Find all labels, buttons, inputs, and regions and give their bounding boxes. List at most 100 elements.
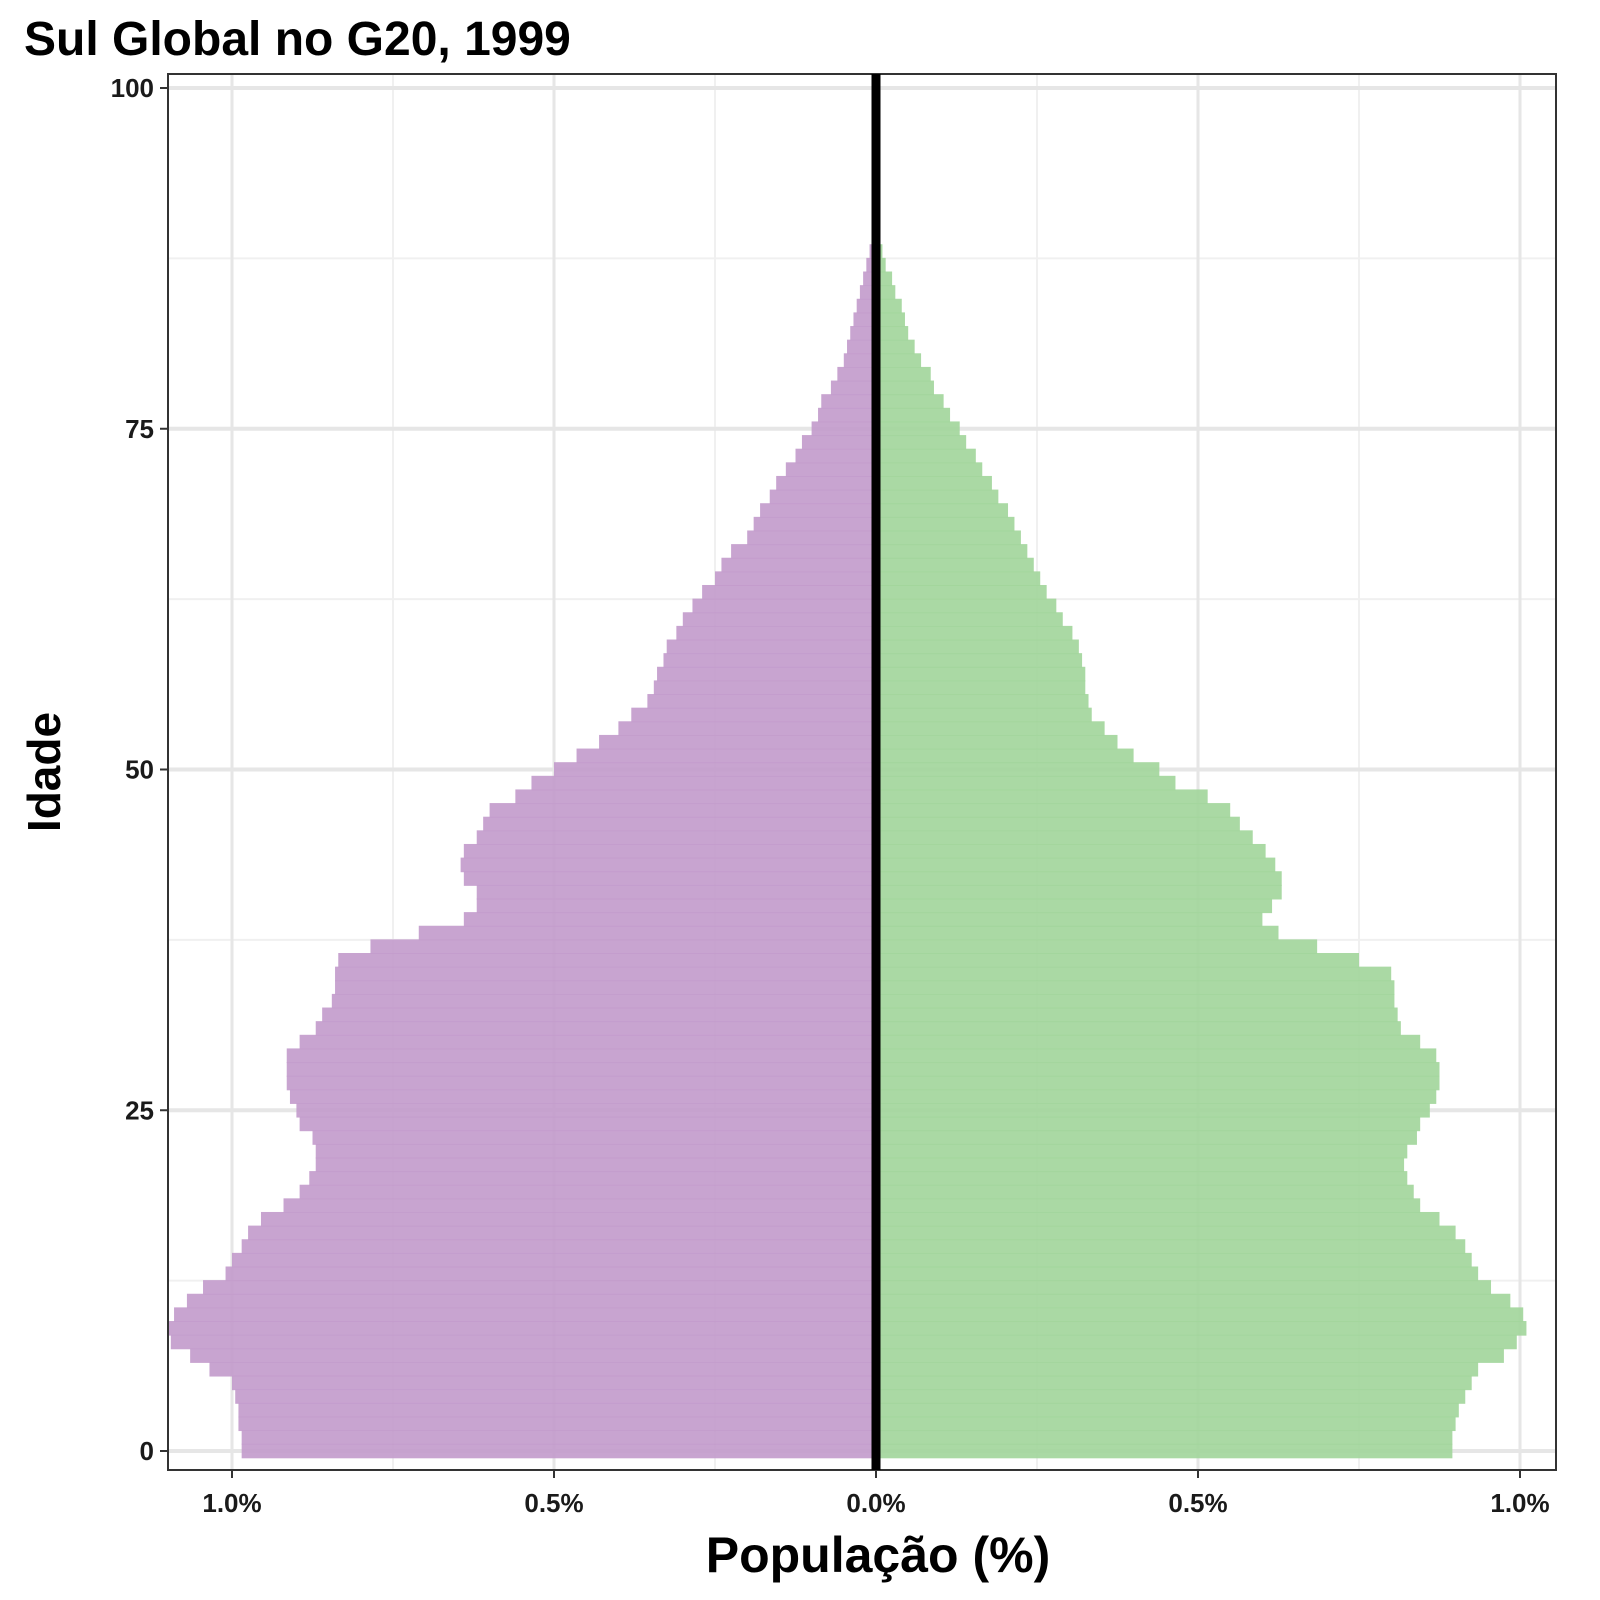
- x-axis-title: População (%): [706, 1527, 1050, 1583]
- y-tick-label: 25: [125, 1095, 154, 1125]
- bar-right-age-43: [876, 857, 1276, 873]
- bar-right-age-29: [876, 1048, 1437, 1064]
- y-tick-label: 0: [140, 1436, 154, 1466]
- bar-right-age-68: [876, 516, 1015, 532]
- bar-left-age-3: [238, 1402, 876, 1418]
- bar-left-age-0: [241, 1443, 876, 1459]
- bar-right-age-36: [876, 953, 1359, 968]
- bar-right-age-5: [876, 1375, 1472, 1391]
- bar-right-age-24: [876, 1116, 1421, 1132]
- bar-right-age-79: [876, 366, 931, 382]
- bar-right-age-17: [876, 1211, 1440, 1227]
- bar-right-age-14: [876, 1252, 1472, 1268]
- bar-right-age-48: [876, 789, 1208, 805]
- bar-left-age-50: [554, 762, 876, 777]
- bar-left-age-27: [286, 1075, 876, 1091]
- bar-right-age-73: [876, 448, 976, 464]
- bar-left-age-82: [850, 326, 876, 341]
- bar-left-age-61: [682, 612, 876, 627]
- x-axis: 1.0% 0.5% 0.0% 0.5% 1.0%: [202, 1470, 1550, 1518]
- bar-right-age-0: [876, 1443, 1453, 1459]
- plot-border: [167, 73, 1557, 1471]
- bar-right-age-38: [876, 925, 1279, 941]
- bar-right-age-20: [876, 1171, 1408, 1186]
- bar-right-age-7: [876, 1348, 1504, 1363]
- bar-left-age-16: [248, 1225, 877, 1241]
- y-axis: 0 25 50 75 100: [111, 73, 168, 1466]
- bar-left-age-39: [463, 912, 876, 927]
- bar-left-age-80: [843, 353, 876, 368]
- bar-left-age-12: [203, 1280, 876, 1295]
- y-tick-label: 75: [125, 414, 154, 444]
- bar-left-age-57: [657, 666, 876, 682]
- bar-right-age-61: [876, 612, 1063, 627]
- bar-left-age-33: [331, 993, 876, 1009]
- bar-left-age-29: [286, 1048, 876, 1064]
- bar-left-age-20: [309, 1171, 876, 1186]
- bar-right-age-28: [876, 1062, 1440, 1077]
- bar-left-age-23: [312, 1130, 876, 1145]
- y-axis-title: Idade: [18, 712, 70, 832]
- bar-left-age-45: [476, 830, 876, 845]
- bar-right-age-45: [876, 830, 1253, 845]
- bar-right-age-47: [876, 803, 1231, 818]
- bar-left-age-31: [315, 1021, 877, 1036]
- bar-left-age-43: [460, 857, 876, 873]
- bar-right-age-30: [876, 1034, 1421, 1050]
- bar-left-age-8: [170, 1334, 876, 1350]
- bar-left-age-63: [702, 584, 876, 600]
- bar-right-age-76: [876, 407, 951, 423]
- x-tick-label: 1.0%: [202, 1488, 261, 1518]
- bar-right-age-85: [876, 285, 896, 300]
- bar-right-age-10: [876, 1307, 1524, 1323]
- chart-title: Sul Global no G20, 1999: [24, 13, 571, 66]
- bar-right-age-42: [876, 871, 1282, 886]
- bar-left-age-21: [315, 1157, 877, 1173]
- bar-left-age-19: [299, 1184, 876, 1200]
- bar-left-age-78: [830, 380, 876, 396]
- bar-right-age-67: [876, 530, 1021, 546]
- bar-left-age-32: [322, 1007, 876, 1023]
- bar-left-age-72: [785, 462, 876, 477]
- bar-left-age-74: [801, 435, 876, 450]
- bar-right-age-64: [876, 571, 1041, 586]
- bar-left-age-13: [225, 1266, 876, 1282]
- x-tick-label: 0.5%: [524, 1488, 583, 1518]
- bar-right-age-8: [876, 1334, 1517, 1350]
- bar-right-age-18: [876, 1198, 1421, 1213]
- bar-right-age-82: [876, 326, 909, 341]
- bar-left-age-2: [238, 1416, 876, 1432]
- bar-right-age-65: [876, 557, 1034, 573]
- bar-right-age-78: [876, 380, 934, 396]
- bar-right-age-66: [876, 544, 1028, 559]
- bar-right-age-4: [876, 1389, 1466, 1404]
- bar-right-age-72: [876, 462, 983, 477]
- bar-right-age-33: [876, 993, 1395, 1009]
- bar-left-age-22: [315, 1143, 877, 1159]
- bar-left-age-75: [811, 421, 876, 437]
- bar-left-age-47: [489, 803, 876, 818]
- bar-left-age-1: [241, 1430, 876, 1445]
- bar-left-age-65: [721, 557, 876, 573]
- bar-right-age-13: [876, 1266, 1479, 1282]
- bar-left-age-79: [837, 366, 876, 382]
- bar-right-age-39: [876, 912, 1263, 927]
- bar-right-age-15: [876, 1239, 1466, 1254]
- bar-right-age-41: [876, 884, 1282, 900]
- bar-right-age-74: [876, 435, 967, 450]
- bar-left-age-71: [776, 475, 876, 491]
- bar-left-age-17: [260, 1211, 877, 1227]
- bar-left-age-38: [418, 925, 876, 941]
- bar-right-age-19: [876, 1184, 1414, 1200]
- bar-left-age-44: [463, 843, 876, 859]
- bar-left-age-36: [338, 953, 876, 968]
- bar-left-age-81: [847, 339, 876, 355]
- bar-left-age-48: [515, 789, 876, 805]
- bar-right-age-70: [876, 489, 999, 505]
- bar-right-age-55: [876, 694, 1089, 709]
- bar-right-age-27: [876, 1075, 1440, 1091]
- bar-right-age-81: [876, 339, 915, 355]
- bar-left-age-62: [692, 598, 876, 614]
- bar-left-age-51: [576, 748, 876, 764]
- bar-right-age-50: [876, 762, 1160, 777]
